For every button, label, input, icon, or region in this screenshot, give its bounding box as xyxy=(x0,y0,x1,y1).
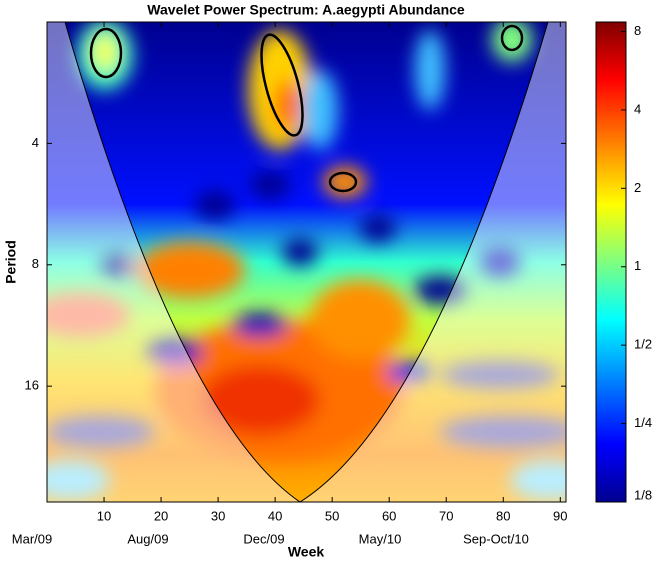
date-label: Aug/09 xyxy=(127,531,168,546)
date-label: Sep-Oct/10 xyxy=(463,531,529,546)
date-label: May/10 xyxy=(359,531,402,546)
colorbar-tick-label: 4 xyxy=(634,101,641,116)
colorbar-tick-label: 1/2 xyxy=(634,337,652,352)
y-tick-label: 16 xyxy=(25,378,39,393)
date-label: Dec/09 xyxy=(243,531,284,546)
date-label: Mar/09 xyxy=(12,531,52,546)
x-tick-label: 50 xyxy=(325,508,339,523)
x-tick-label: 40 xyxy=(268,508,282,523)
x-tick-label: 80 xyxy=(496,508,510,523)
chart-title: Wavelet Power Spectrum: A.aegypti Abunda… xyxy=(147,2,465,18)
colorbar-tick-label: 1 xyxy=(634,258,641,273)
x-axis-label: Week xyxy=(288,544,325,560)
colorbar-tick-label: 1/4 xyxy=(634,415,652,430)
plot-frame xyxy=(46,21,567,503)
x-tick-label: 90 xyxy=(553,508,567,523)
x-tick-label: 30 xyxy=(211,508,225,523)
x-tick-label: 60 xyxy=(382,508,396,523)
y-tick-label: 4 xyxy=(32,135,39,150)
colorbar-tick-label: 8 xyxy=(634,23,641,38)
heatmap xyxy=(47,22,566,502)
y-axis-label: Period xyxy=(3,240,19,284)
colorbar-tick-label: 1/8 xyxy=(634,487,652,502)
colorbar xyxy=(595,21,627,503)
colorbar-tick-label: 2 xyxy=(634,180,641,195)
x-tick-label: 20 xyxy=(154,508,168,523)
y-tick-label: 8 xyxy=(32,256,39,271)
x-tick-label: 70 xyxy=(439,508,453,523)
x-tick-label: 10 xyxy=(97,508,111,523)
